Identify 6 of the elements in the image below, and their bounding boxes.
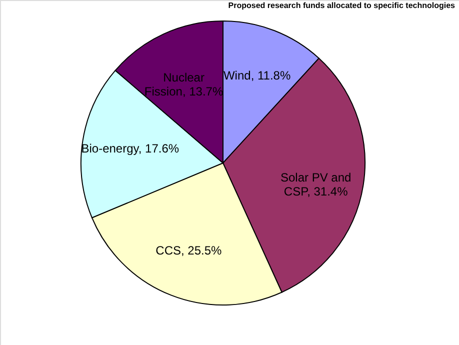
- slice-label: Wind, 11.8%: [223, 68, 291, 82]
- slice-label: Solar PV and CSP, 31.4%: [280, 170, 352, 199]
- chart-title: Proposed research funds allocated to specific technologies: [228, 1, 456, 10]
- slice-label: CCS, 25.5%: [156, 244, 222, 258]
- slice-label: Bio-energy, 17.6%: [81, 141, 180, 156]
- slice-label: Nuclear Fission, 13.7%: [144, 70, 224, 99]
